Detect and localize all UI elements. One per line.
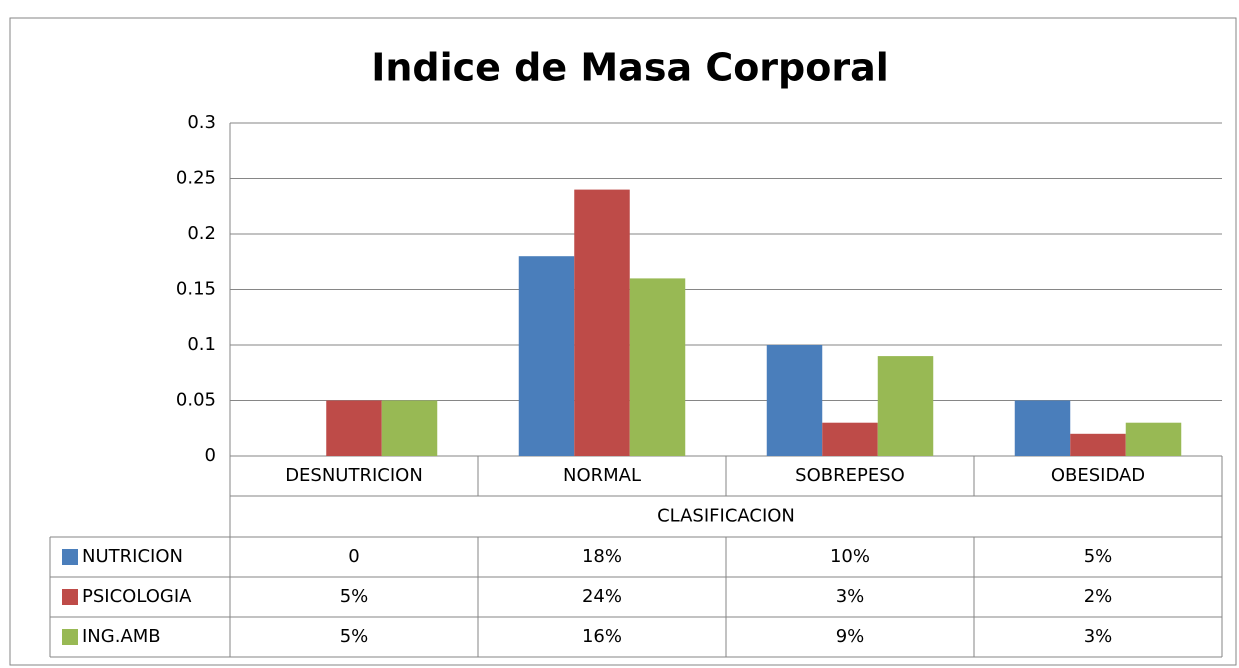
legend-label: ING.AMB bbox=[82, 626, 161, 647]
legend-label: NUTRICION bbox=[82, 546, 183, 567]
legend-key bbox=[62, 549, 78, 565]
y-tick-label: 0.25 bbox=[176, 168, 216, 189]
bar bbox=[766, 345, 823, 456]
bar bbox=[1014, 400, 1071, 456]
table-value: 16% bbox=[582, 626, 622, 647]
bar bbox=[1070, 433, 1126, 456]
table-value: 10% bbox=[830, 546, 870, 567]
table-value: 5% bbox=[1084, 546, 1113, 567]
table-value: 0 bbox=[348, 546, 359, 567]
legend-key bbox=[62, 589, 78, 605]
x-tick-label: DESNUTRICION bbox=[285, 465, 423, 486]
y-tick-label: 0 bbox=[205, 445, 216, 466]
y-tick-label: 0.1 bbox=[187, 334, 216, 355]
table-value: 3% bbox=[836, 586, 865, 607]
bar bbox=[381, 400, 438, 456]
y-tick-label: 0.3 bbox=[187, 112, 216, 133]
bar bbox=[574, 189, 630, 456]
x-tick-label: NORMAL bbox=[563, 465, 641, 486]
bar bbox=[518, 256, 575, 456]
y-tick-label: 0.05 bbox=[176, 390, 216, 411]
table-value: 24% bbox=[582, 586, 622, 607]
chart-title: Indice de Masa Corporal bbox=[371, 46, 889, 90]
table-value: 5% bbox=[340, 586, 369, 607]
table-value: 3% bbox=[1084, 626, 1113, 647]
table-value: 5% bbox=[340, 626, 369, 647]
y-tick-label: 0.2 bbox=[187, 223, 216, 244]
x-tick-label: OBESIDAD bbox=[1051, 465, 1145, 486]
y-tick-label: 0.15 bbox=[176, 279, 216, 300]
x-axis-label: CLASIFICACION bbox=[657, 506, 795, 527]
bar bbox=[822, 422, 878, 456]
bar bbox=[326, 400, 382, 456]
bar bbox=[629, 278, 686, 456]
table-value: 9% bbox=[836, 626, 865, 647]
bar bbox=[877, 356, 934, 456]
table-value: 18% bbox=[582, 546, 622, 567]
legend-label: PSICOLOGIA bbox=[82, 586, 192, 607]
bar bbox=[1125, 422, 1182, 456]
legend-key bbox=[62, 629, 78, 645]
x-tick-label: SOBREPESO bbox=[795, 465, 905, 486]
table-value: 2% bbox=[1084, 586, 1113, 607]
